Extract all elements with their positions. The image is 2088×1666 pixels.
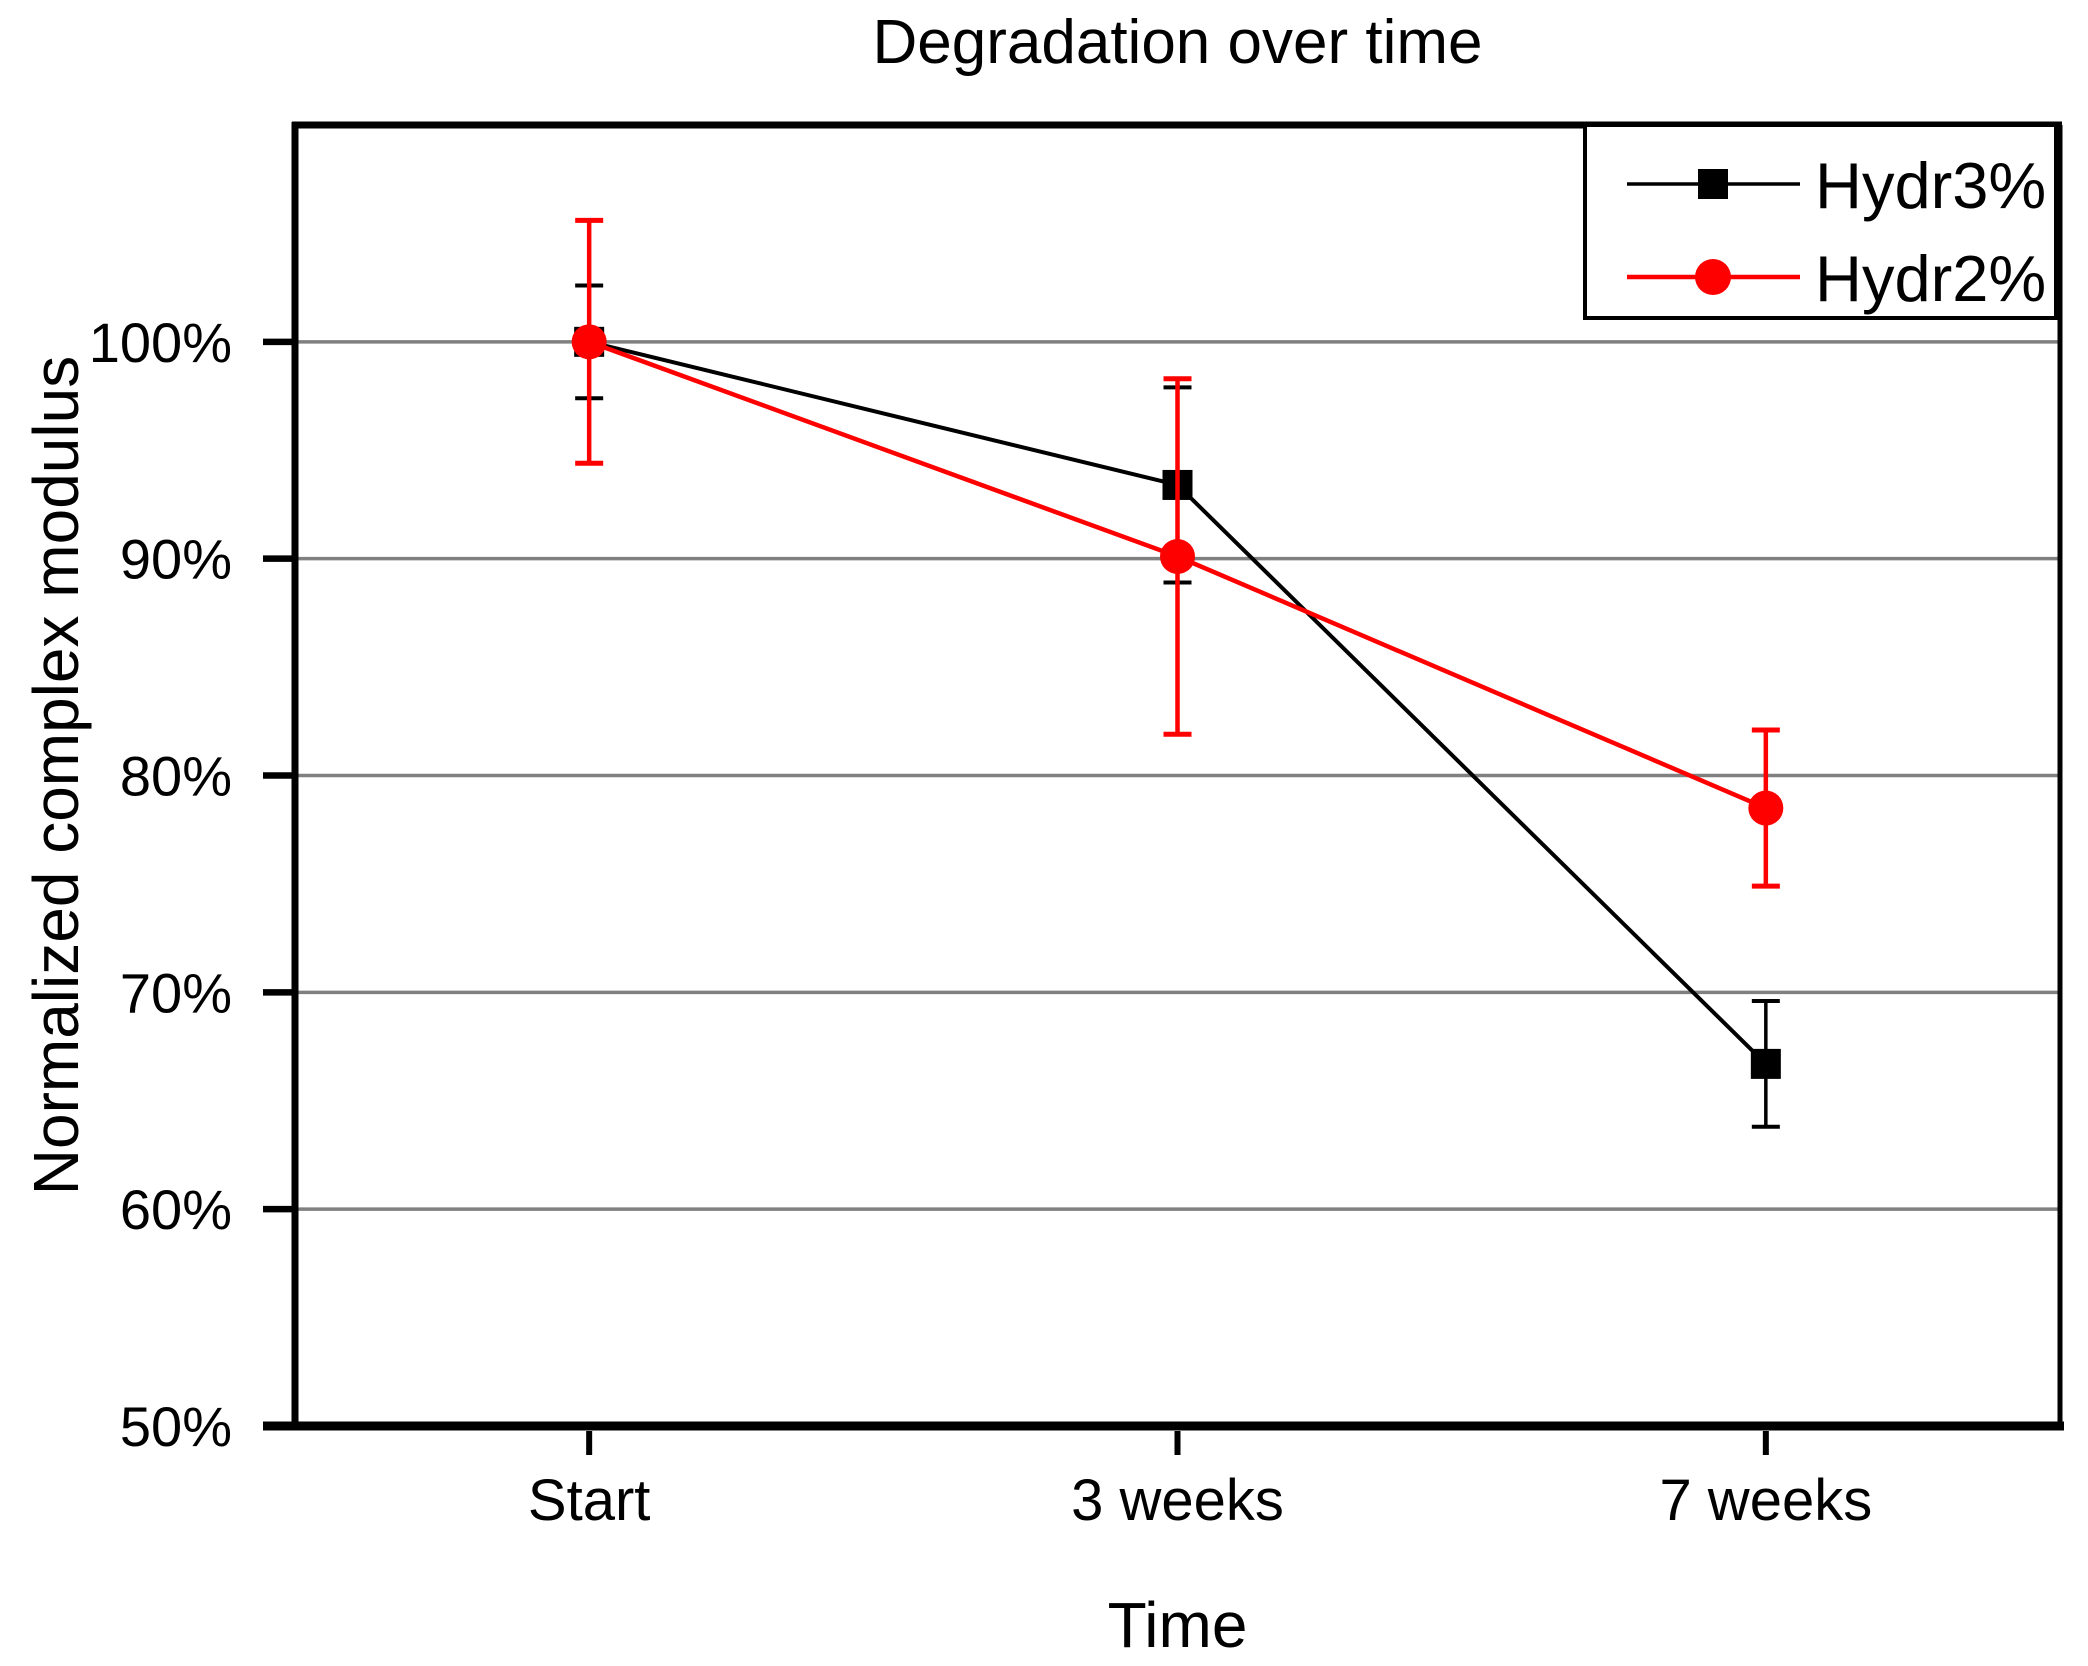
y-tick-label: 50%: [120, 1395, 232, 1458]
y-axis: 50% 60% 70% 80% 90% 100%: [89, 311, 292, 1458]
legend-label: Hydr3%: [1815, 149, 2046, 222]
x-axis: Start 3 weeks 7 weeks: [528, 1431, 1872, 1533]
x-axis-title: Time: [1108, 1589, 1248, 1661]
legend-box: [1583, 123, 2058, 320]
y-tick-label: 100%: [89, 311, 232, 374]
y-tick-label: 90%: [120, 528, 232, 591]
legend-marker-square: [1698, 169, 1728, 199]
x-tick-label: 7 weeks: [1659, 1468, 1872, 1533]
legend-item-hydr3: Hydr3%: [1627, 149, 2046, 222]
legend-item-hydr2: Hydr2%: [1627, 242, 2046, 315]
y-tick-label: 60%: [120, 1178, 232, 1241]
y-tick-label: 80%: [120, 745, 232, 808]
x-tick-label: 3 weeks: [1071, 1468, 1284, 1533]
x-tick-label: Start: [528, 1468, 651, 1533]
legend-label: Hydr2%: [1815, 242, 2046, 315]
error-bars-hydr2: [575, 217, 1780, 889]
chart-title: Degradation over time: [873, 8, 1483, 77]
y-axis-title: Normalized complex modulus: [20, 356, 92, 1195]
legend: Hydr3% Hydr2%: [1583, 123, 2058, 320]
y-tick-label: 70%: [120, 961, 232, 1024]
legend-marker-circle: [1695, 259, 1731, 295]
